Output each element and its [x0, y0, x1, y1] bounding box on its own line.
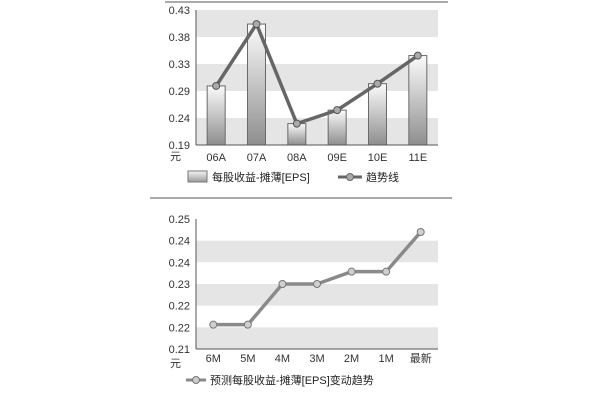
- grid-band: [196, 305, 438, 328]
- trend-point-07A: [252, 20, 261, 29]
- x-tick-label: 4M: [275, 353, 290, 365]
- y-tick-label: 0.25: [169, 214, 190, 226]
- trend-point-08A: [292, 119, 301, 128]
- y-tick-label: 0.29: [169, 86, 190, 98]
- y-unit-label: 元: [170, 151, 181, 163]
- y-tick-label: 0.43: [169, 5, 190, 17]
- legend-bar-swatch: [187, 170, 208, 183]
- x-tick-label: 09E: [327, 152, 347, 164]
- legend-line-marker: [346, 173, 354, 181]
- forecast-point-3M: [313, 280, 321, 288]
- grid-band: [196, 91, 438, 118]
- x-tick-label: 06A: [206, 152, 226, 164]
- y-tick-label: 0.38: [169, 32, 190, 44]
- x-tick-label: 6M: [206, 353, 221, 365]
- bar-09E: [327, 109, 347, 146]
- trend-point-10E: [373, 79, 382, 88]
- grid-band: [196, 262, 438, 284]
- x-tick-label: 10E: [368, 152, 388, 164]
- y-tick-label: 0.19: [169, 140, 190, 152]
- forecast-point-最新: [416, 228, 425, 236]
- y-tick-label: 0.24: [169, 236, 190, 248]
- forecast-point-1M: [382, 267, 391, 276]
- grid-band: [196, 327, 438, 349]
- x-tick-label: 08A: [287, 152, 307, 164]
- x-tick-label: 07A: [247, 152, 267, 164]
- grid-band: [196, 284, 438, 306]
- y-tick-label: 0.22: [169, 322, 190, 334]
- y-tick-label: 0.33: [169, 59, 190, 71]
- x-tick-label: 3M: [309, 353, 324, 365]
- legend-2: 预测每股收益-摊薄[EPS]变动趋势: [186, 373, 374, 387]
- legend-line-label: 趋势线: [366, 170, 399, 184]
- bar-10E: [368, 83, 387, 146]
- forecast-chart: 0.25 0.24 0.24 0.23 0.22 0.22 0.21 6M 5M 4M 3M 2M 1…: [169, 214, 438, 387]
- forecast-point-5M: [243, 320, 252, 329]
- legend-forecast-label: 预测每股收益-摊薄[EPS]变动趋势: [210, 373, 374, 387]
- bar-11E: [408, 55, 428, 146]
- trend-line: [214, 22, 419, 126]
- bar-06A: [206, 85, 226, 146]
- forecast-point-2M: [347, 267, 356, 276]
- y-tick-label: 0.23: [169, 279, 190, 291]
- legend-forecast-marker: [192, 376, 200, 384]
- trend-point-11E: [413, 51, 422, 60]
- eps-chart: 0.43 0.38 0.33 0.29 0.24 0.19 06A 07A 08A 09E 10E…: [165, 1, 448, 184]
- y-tick-label: 0.24: [169, 113, 190, 125]
- forecast-point-6M: [209, 320, 218, 329]
- y-tick-label: 0.24: [169, 257, 190, 269]
- legend: 每股收益-摊薄[EPS] 趋势线: [187, 170, 399, 184]
- y-tick-label: 0.22: [169, 301, 190, 313]
- x-tick-label: 11E: [408, 152, 427, 164]
- trend-point-09E: [333, 106, 342, 115]
- y-tick-label: 0.21: [169, 344, 190, 356]
- legend-bar-label: 每股收益-摊薄[EPS]: [212, 170, 310, 184]
- x-tick-label: 1M: [379, 353, 394, 365]
- grid-band: [196, 240, 438, 263]
- grid-band: [196, 118, 438, 145]
- grid-band: [196, 219, 438, 241]
- forecast-point-4M: [278, 280, 287, 288]
- trend-point-06A: [212, 81, 221, 90]
- grid-band: [196, 10, 438, 37]
- x-tick-label: 2M: [344, 353, 359, 365]
- x-tick-label: 5M: [240, 353, 255, 365]
- y-unit-label-2: 元: [170, 358, 181, 370]
- x-tick-label: 最新: [410, 351, 432, 365]
- grid-band: [196, 37, 438, 64]
